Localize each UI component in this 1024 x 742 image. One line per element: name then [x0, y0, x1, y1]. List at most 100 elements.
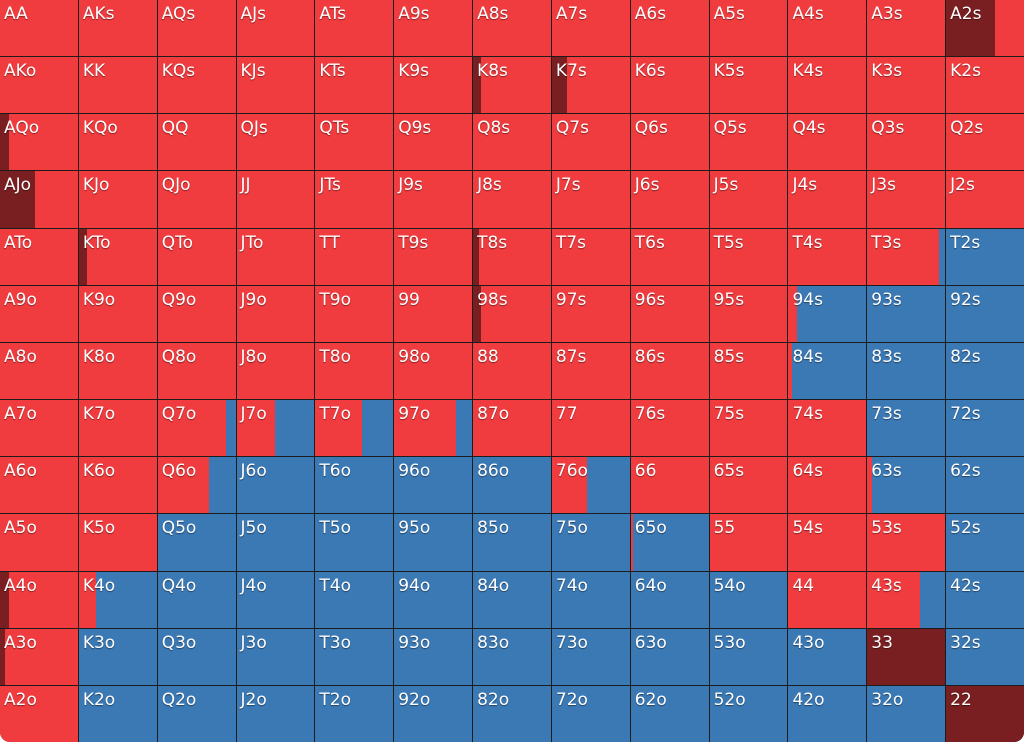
hand-cell-95o[interactable]: 95o [394, 514, 473, 571]
hand-cell-Q3s[interactable]: Q3s [867, 114, 946, 171]
hand-cell-Q4o[interactable]: Q4o [157, 571, 236, 628]
hand-cell-K7o[interactable]: K7o [78, 400, 157, 457]
hand-cell-97s[interactable]: 97s [551, 285, 630, 342]
hand-cell-99[interactable]: 99 [394, 285, 473, 342]
hand-cell-87s[interactable]: 87s [551, 342, 630, 400]
hand-cell-K9o[interactable]: K9o [78, 285, 157, 342]
hand-cell-T9o[interactable]: T9o [315, 285, 394, 342]
hand-cell-A2s[interactable]: A2s [946, 0, 1024, 57]
hand-cell-KK[interactable]: KK [78, 57, 157, 114]
hand-cell-92s[interactable]: 92s [946, 285, 1024, 342]
hand-cell-JTo[interactable]: JTo [236, 228, 315, 285]
hand-cell-KTs[interactable]: KTs [315, 57, 394, 114]
hand-cell-A2o[interactable]: A2o [0, 685, 78, 742]
hand-cell-A4o[interactable]: A4o [0, 571, 78, 628]
hand-cell-73s[interactable]: 73s [867, 400, 946, 457]
hand-cell-A5o[interactable]: A5o [0, 514, 78, 571]
hand-cell-AQo[interactable]: AQo [0, 114, 78, 171]
hand-cell-72o[interactable]: 72o [551, 685, 630, 742]
hand-cell-T8s[interactable]: T8s [473, 228, 551, 285]
hand-cell-54o[interactable]: 54o [709, 571, 788, 628]
hand-cell-96s[interactable]: 96s [630, 285, 709, 342]
hand-cell-QTs[interactable]: QTs [315, 114, 394, 171]
hand-cell-Q5s[interactable]: Q5s [709, 114, 788, 171]
hand-cell-93o[interactable]: 93o [394, 628, 473, 685]
hand-cell-92o[interactable]: 92o [394, 685, 473, 742]
hand-cell-75s[interactable]: 75s [709, 400, 788, 457]
hand-cell-73o[interactable]: 73o [551, 628, 630, 685]
hand-cell-K7s[interactable]: K7s [551, 57, 630, 114]
hand-cell-74s[interactable]: 74s [788, 400, 867, 457]
hand-cell-T5o[interactable]: T5o [315, 514, 394, 571]
hand-cell-AKs[interactable]: AKs [78, 0, 157, 57]
hand-cell-T6o[interactable]: T6o [315, 457, 394, 514]
hand-cell-72s[interactable]: 72s [946, 400, 1024, 457]
hand-cell-J2s[interactable]: J2s [946, 171, 1024, 228]
hand-cell-32s[interactable]: 32s [946, 628, 1024, 685]
hand-cell-63o[interactable]: 63o [630, 628, 709, 685]
hand-cell-63s[interactable]: 63s [867, 457, 946, 514]
hand-cell-AQs[interactable]: AQs [157, 0, 236, 57]
hand-cell-43o[interactable]: 43o [788, 628, 867, 685]
hand-cell-32o[interactable]: 32o [867, 685, 946, 742]
hand-cell-86o[interactable]: 86o [473, 457, 551, 514]
hand-cell-86s[interactable]: 86s [630, 342, 709, 400]
hand-cell-K9s[interactable]: K9s [394, 57, 473, 114]
hand-cell-J4s[interactable]: J4s [788, 171, 867, 228]
hand-cell-87o[interactable]: 87o [473, 400, 551, 457]
hand-cell-J2o[interactable]: J2o [236, 685, 315, 742]
hand-cell-Q2s[interactable]: Q2s [946, 114, 1024, 171]
hand-cell-A6o[interactable]: A6o [0, 457, 78, 514]
hand-cell-J8s[interactable]: J8s [473, 171, 551, 228]
hand-cell-T3o[interactable]: T3o [315, 628, 394, 685]
hand-cell-Q4s[interactable]: Q4s [788, 114, 867, 171]
hand-cell-85o[interactable]: 85o [473, 514, 551, 571]
hand-cell-K5o[interactable]: K5o [78, 514, 157, 571]
hand-cell-53o[interactable]: 53o [709, 628, 788, 685]
hand-cell-62s[interactable]: 62s [946, 457, 1024, 514]
hand-cell-J9s[interactable]: J9s [394, 171, 473, 228]
hand-cell-KJs[interactable]: KJs [236, 57, 315, 114]
hand-cell-94s[interactable]: 94s [788, 285, 867, 342]
hand-cell-J7s[interactable]: J7s [551, 171, 630, 228]
hand-cell-T3s[interactable]: T3s [867, 228, 946, 285]
hand-cell-Q5o[interactable]: Q5o [157, 514, 236, 571]
hand-cell-A7o[interactable]: A7o [0, 400, 78, 457]
hand-cell-42o[interactable]: 42o [788, 685, 867, 742]
hand-cell-A8s[interactable]: A8s [473, 0, 551, 57]
hand-cell-A4s[interactable]: A4s [788, 0, 867, 57]
hand-cell-98s[interactable]: 98s [473, 285, 551, 342]
hand-cell-ATo[interactable]: ATo [0, 228, 78, 285]
hand-cell-K4s[interactable]: K4s [788, 57, 867, 114]
hand-cell-22[interactable]: 22 [946, 685, 1024, 742]
hand-cell-AKo[interactable]: AKo [0, 57, 78, 114]
hand-cell-K5s[interactable]: K5s [709, 57, 788, 114]
hand-cell-82s[interactable]: 82s [946, 342, 1024, 400]
hand-cell-62o[interactable]: 62o [630, 685, 709, 742]
hand-cell-T4o[interactable]: T4o [315, 571, 394, 628]
hand-cell-A3s[interactable]: A3s [867, 0, 946, 57]
hand-cell-98o[interactable]: 98o [394, 342, 473, 400]
hand-cell-T8o[interactable]: T8o [315, 342, 394, 400]
hand-cell-KJo[interactable]: KJo [78, 171, 157, 228]
hand-cell-K3s[interactable]: K3s [867, 57, 946, 114]
hand-cell-QTo[interactable]: QTo [157, 228, 236, 285]
hand-cell-65s[interactable]: 65s [709, 457, 788, 514]
hand-cell-KQs[interactable]: KQs [157, 57, 236, 114]
hand-cell-76o[interactable]: 76o [551, 457, 630, 514]
hand-cell-K8o[interactable]: K8o [78, 342, 157, 400]
hand-cell-44[interactable]: 44 [788, 571, 867, 628]
hand-cell-J3o[interactable]: J3o [236, 628, 315, 685]
hand-cell-83o[interactable]: 83o [473, 628, 551, 685]
hand-cell-JJ[interactable]: JJ [236, 171, 315, 228]
hand-cell-A9s[interactable]: A9s [394, 0, 473, 57]
hand-cell-84s[interactable]: 84s [788, 342, 867, 400]
hand-cell-T9s[interactable]: T9s [394, 228, 473, 285]
hand-cell-Q7s[interactable]: Q7s [551, 114, 630, 171]
hand-cell-K8s[interactable]: K8s [473, 57, 551, 114]
hand-cell-83s[interactable]: 83s [867, 342, 946, 400]
hand-cell-J4o[interactable]: J4o [236, 571, 315, 628]
hand-cell-75o[interactable]: 75o [551, 514, 630, 571]
hand-cell-A9o[interactable]: A9o [0, 285, 78, 342]
hand-cell-82o[interactable]: 82o [473, 685, 551, 742]
